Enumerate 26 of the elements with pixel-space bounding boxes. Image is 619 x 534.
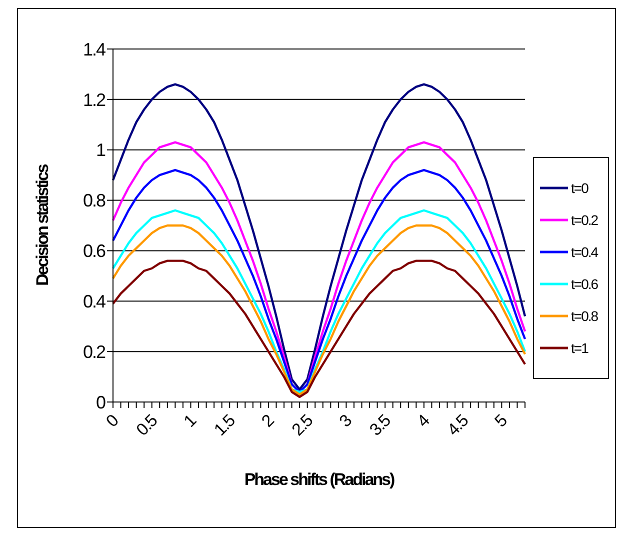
x-tick-label: 5 bbox=[491, 411, 511, 431]
y-tick-label: 0.6 bbox=[82, 241, 106, 262]
x-tick-label: 0.5 bbox=[132, 411, 162, 440]
x-tick-label: 2.5 bbox=[288, 411, 317, 440]
legend-label: t=0.2 bbox=[571, 212, 598, 228]
x-tick-label: 4 bbox=[413, 411, 434, 431]
x-tick-label: 3.5 bbox=[366, 411, 394, 440]
legend-label: t=1 bbox=[571, 340, 588, 356]
legend-label: t=0.6 bbox=[571, 276, 598, 292]
y-tick-label: 0 bbox=[96, 392, 106, 412]
y-axis-title: Decision statistics bbox=[33, 164, 52, 286]
x-tick-label: 1 bbox=[180, 411, 200, 431]
y-tick-label: 0.8 bbox=[82, 190, 106, 211]
y-tick-label: 1.2 bbox=[82, 90, 106, 110]
x-tick-label: 4.5 bbox=[444, 411, 472, 440]
legend-label: t=0.8 bbox=[571, 308, 598, 324]
legend-label: t=0.4 bbox=[571, 244, 598, 260]
y-tick-label: 0.4 bbox=[82, 292, 106, 312]
y-tick-label: 1.4 bbox=[82, 39, 106, 60]
x-tick-label: 2 bbox=[258, 411, 278, 431]
legend-label: t=0 bbox=[571, 180, 588, 196]
x-tick-label: 1.5 bbox=[210, 411, 239, 440]
x-tick-label: 3 bbox=[336, 411, 356, 431]
x-axis-title: Phase shifts (Radians) bbox=[244, 470, 394, 489]
y-tick-label: 0.2 bbox=[82, 342, 106, 362]
y-tick-label: 1 bbox=[96, 140, 106, 160]
